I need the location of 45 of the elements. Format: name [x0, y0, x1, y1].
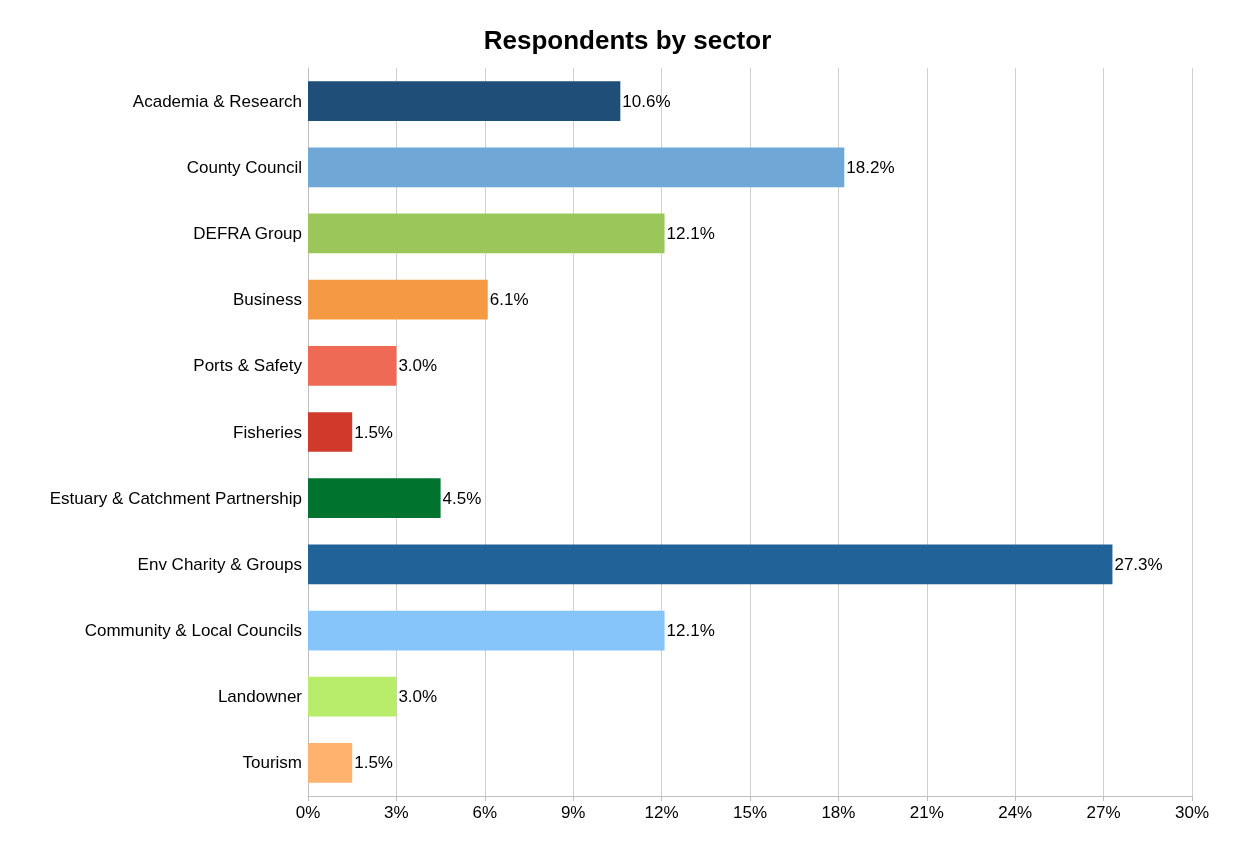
y-tick-label: County Council [186, 157, 302, 177]
x-tick-label: 12% [644, 803, 679, 822]
y-tick-label: Fisheries [233, 422, 302, 442]
data-label: 27.3% [1114, 554, 1163, 574]
bar [308, 412, 353, 452]
x-tick-label: 15% [732, 803, 768, 822]
data-label: 3.0% [398, 687, 438, 707]
y-tick-label: Env Charity & Groups [137, 554, 302, 574]
chart-title: Respondents by sector [483, 25, 772, 55]
y-tick-label: Estuary & Catchment Partnership [49, 488, 302, 508]
bar [308, 147, 845, 188]
y-tick-label: Business [233, 290, 302, 310]
y-tick-label: DEFRA Group [193, 223, 302, 243]
bar [308, 544, 1113, 585]
data-label: 18.2% [846, 157, 895, 177]
bar [308, 81, 621, 121]
y-tick-label: Community & Local Councils [84, 621, 302, 641]
x-tick-label: 6% [472, 803, 498, 822]
bar [308, 279, 488, 320]
x-tick-label: 3% [384, 803, 409, 822]
data-label: 4.5% [442, 488, 482, 508]
y-tick-label: Tourism [242, 753, 302, 773]
y-tick-label: Landowner [217, 687, 303, 707]
x-tick-label: 9% [560, 803, 586, 822]
y-tick-label: Academia & Research [132, 91, 302, 111]
bar [308, 213, 665, 254]
data-label: 1.5% [354, 753, 393, 773]
x-tick-label: 24% [998, 803, 1033, 822]
bar [308, 676, 397, 717]
x-tick-label: 21% [909, 803, 944, 822]
data-label: 10.6% [622, 91, 671, 111]
bar [308, 610, 665, 651]
x-tick-label: 27% [1086, 803, 1121, 822]
bar [308, 345, 397, 386]
x-tick-label: 0% [295, 803, 321, 822]
x-tick-label: 18% [821, 803, 856, 822]
data-label: 1.5% [354, 422, 393, 442]
bar [308, 478, 441, 519]
bar [308, 743, 353, 783]
y-tick-label: Ports & Safety [193, 356, 303, 376]
data-label: 3.0% [398, 356, 438, 376]
data-label: 12.1% [666, 223, 715, 243]
data-label: 6.1% [489, 290, 529, 310]
data-label: 12.1% [666, 621, 715, 641]
x-tick-label: 30% [1174, 803, 1210, 822]
